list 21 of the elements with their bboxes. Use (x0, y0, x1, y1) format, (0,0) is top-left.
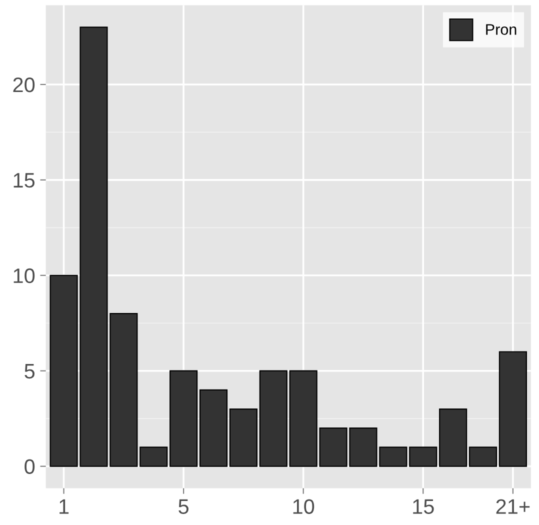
bar (289, 370, 318, 467)
bar (140, 446, 168, 467)
x-tick-label: 15 (413, 499, 434, 514)
legend-label: Pron (486, 24, 516, 35)
x-tick-label: 10 (293, 499, 314, 514)
bar (199, 389, 228, 467)
bar (468, 446, 498, 467)
x-tick-label: 5 (178, 499, 188, 514)
bar (439, 408, 468, 467)
x-tick-label: 21+ (496, 499, 530, 514)
y-tick-label: 10 (14, 268, 35, 284)
y-tick-label: 0 (24, 459, 35, 474)
y-tick-label: 15 (14, 173, 35, 188)
bar (498, 351, 527, 467)
x-tick-label: 1 (60, 499, 69, 514)
y-tick-label: 5 (24, 364, 35, 379)
bar (170, 370, 198, 467)
bar (229, 408, 258, 467)
bar (409, 446, 438, 467)
y-tick-label: 20 (13, 77, 35, 92)
bar (259, 370, 288, 467)
